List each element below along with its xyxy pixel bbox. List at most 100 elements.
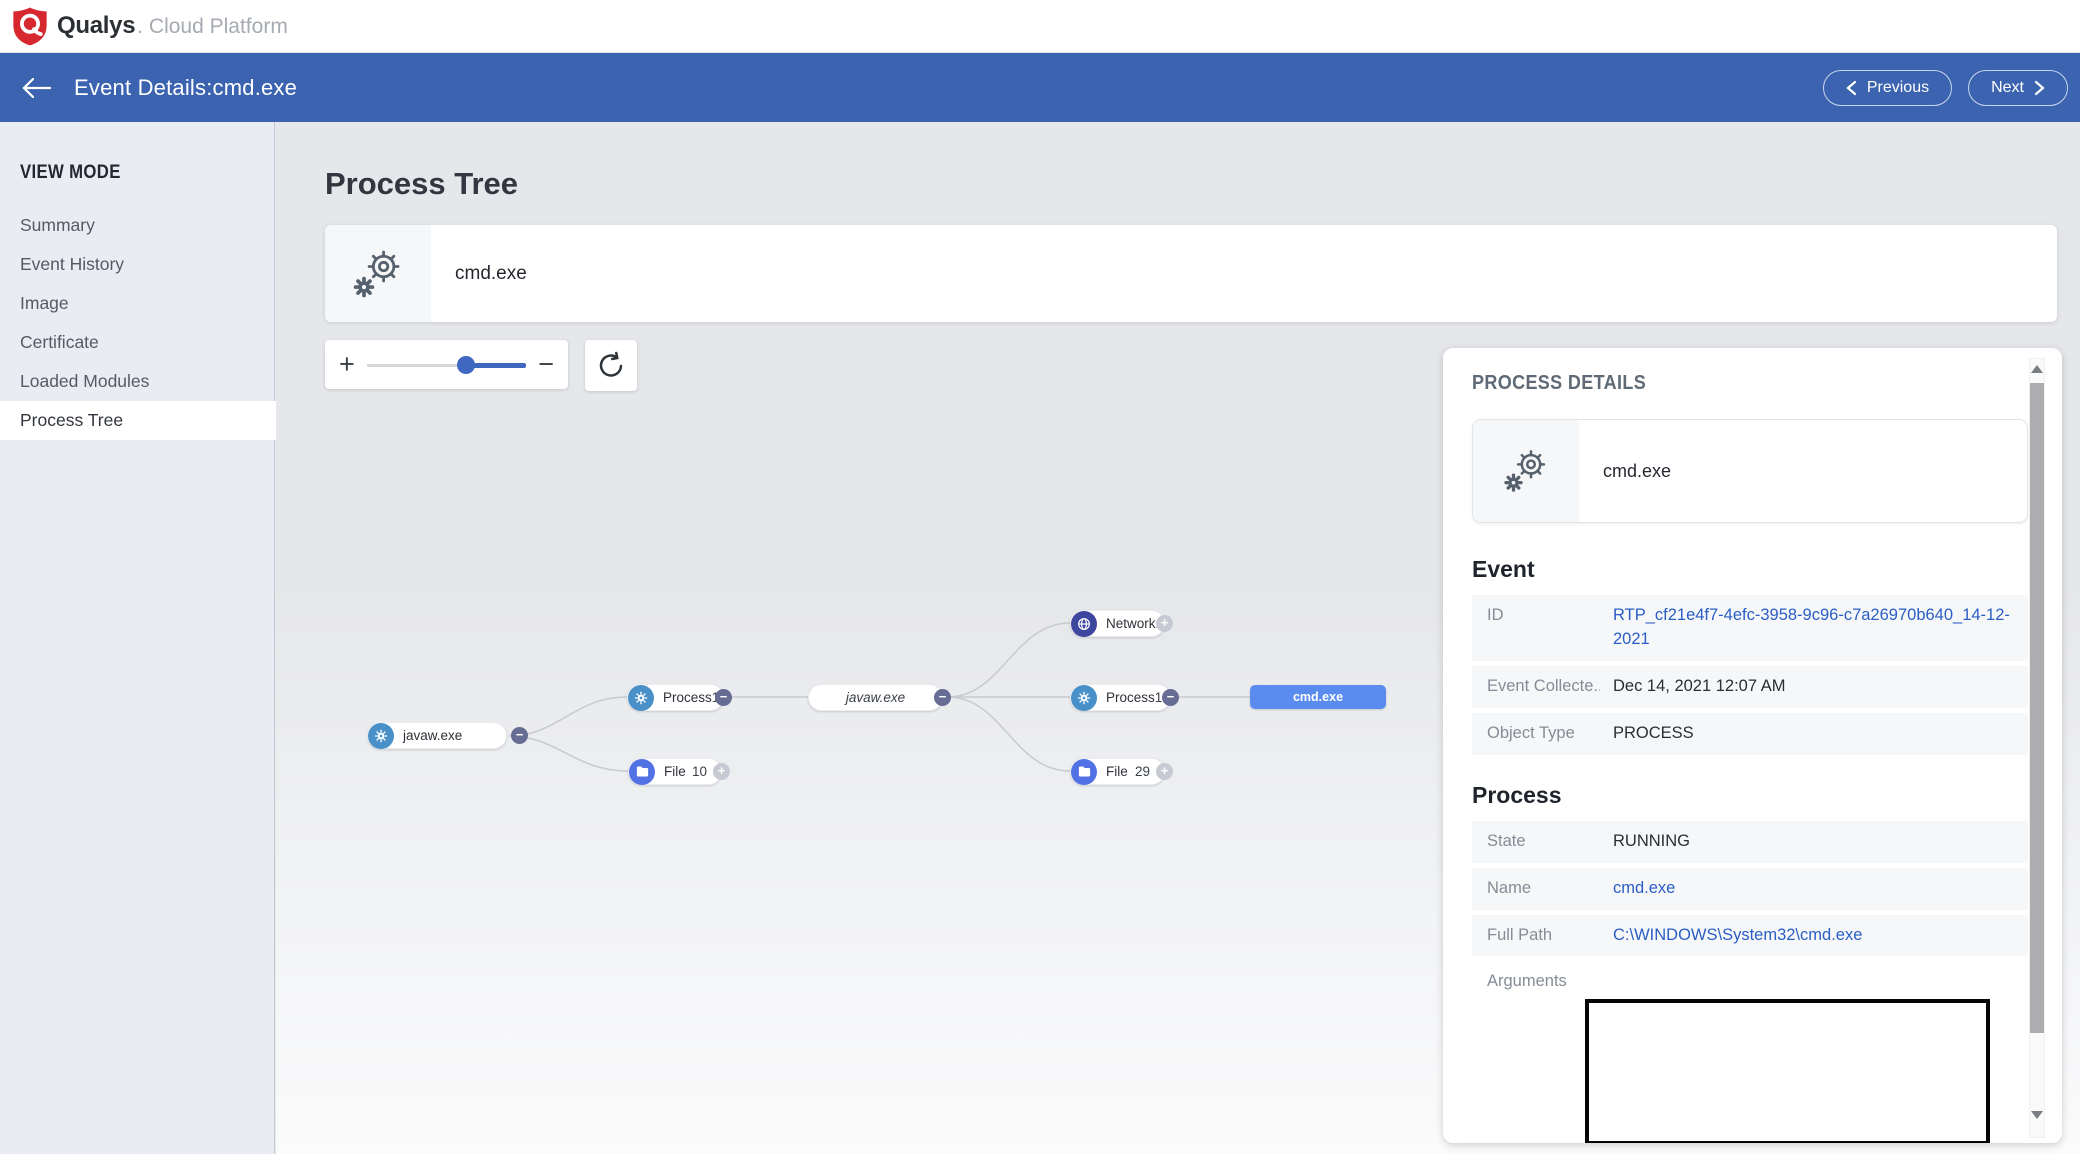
tree-node-file-group-right[interactable]: File 29 + (1070, 758, 1173, 785)
tree-node-file-group-left[interactable]: File 10 + (628, 758, 730, 785)
chevron-right-icon (2034, 80, 2045, 95)
root-process-card: cmd.exe (325, 225, 2057, 322)
header-actions: Previous Next (1822, 69, 2080, 106)
row-full-path: Full Path C:\WINDOWS\System32\cmd.exe (1472, 914, 2028, 957)
view-mode-sidebar: VIEW MODE Summary Event History Image Ce… (0, 122, 276, 1154)
app-topbar: Qualys. Cloud Platform (0, 0, 2080, 53)
panel-process-name: cmd.exe (1603, 460, 1672, 481)
section-title: Process Tree (325, 166, 519, 201)
process-rows: State RUNNING Name cmd.exe Full Path C:\… (1472, 820, 2028, 1143)
zoom-in-button[interactable]: + (339, 349, 355, 379)
network-icon (1071, 610, 1097, 637)
refresh-icon (599, 351, 623, 377)
tree-node-network-group[interactable]: Network 1 + (1070, 610, 1173, 637)
scroll-down-arrow-icon[interactable] (2031, 1111, 2043, 1121)
collapse-badge[interactable]: − (1162, 689, 1179, 706)
node-count: 1 (1154, 690, 1163, 705)
file-icon (629, 758, 655, 785)
brand-tagline: . Cloud Platform (137, 15, 288, 38)
row-arguments: Arguments (1472, 961, 2028, 994)
object-type-value: PROCESS (1613, 723, 1694, 742)
sidebar-item-summary[interactable]: Summary (20, 215, 95, 235)
row-state: State RUNNING (1472, 820, 2028, 863)
event-rows: ID RTP_cf21e4f7-4efc-3958-9c96-c7a26970b… (1472, 595, 2028, 755)
sidebar-item-event-history[interactable]: Event History (20, 254, 125, 274)
tree-node-process-group-right[interactable]: Process 1 − (1070, 684, 1179, 711)
panel-scrollbar[interactable] (2029, 358, 2045, 1138)
tree-node-javaw-root[interactable]: javaw.exe − (367, 722, 528, 749)
panel-process-card: cmd.exe (1472, 419, 2028, 523)
node-label: Network (1106, 616, 1156, 631)
qualys-logo: Qualys. Cloud Platform (12, 6, 288, 46)
root-process-name: cmd.exe (455, 262, 527, 284)
row-label: Object Type (1487, 723, 1575, 742)
sidebar-item-certificate[interactable]: Certificate (20, 332, 99, 352)
expand-badge[interactable]: + (1156, 615, 1173, 632)
process-name-link[interactable]: cmd.exe (1613, 878, 1676, 897)
node-label: Process (1106, 690, 1155, 705)
sidebar-item-loaded-modules[interactable]: Loaded Modules (20, 371, 150, 391)
row-label: ID (1487, 606, 1504, 624)
tree-node-cmd-selected[interactable]: cmd.exe (1250, 685, 1386, 709)
row-label: Full Path (1487, 925, 1553, 944)
node-label: javaw.exe (845, 690, 906, 705)
gears-iconbox (1473, 420, 1579, 522)
slider-fill (465, 362, 527, 368)
process-icon (628, 684, 654, 711)
sidebar-item-process-tree[interactable]: Process Tree (0, 401, 276, 440)
slider-thumb[interactable] (456, 355, 475, 374)
node-count: 10 (691, 764, 707, 779)
arguments-box[interactable] (1585, 999, 1990, 1143)
scrollbar-thumb[interactable] (2030, 383, 2044, 1033)
file-icon (1071, 758, 1097, 785)
row-event-collected: Event Collecte... Dec 14, 2021 12:07 AM (1472, 665, 2028, 708)
zoom-out-button[interactable]: − (538, 349, 554, 379)
sidebar-item-image[interactable]: Image (20, 293, 69, 313)
back-button[interactable] (14, 65, 60, 111)
state-value: RUNNING (1613, 831, 1690, 850)
zoom-slider[interactable] (366, 355, 527, 375)
previous-label: Previous (1866, 78, 1930, 96)
collapse-badge[interactable]: − (715, 689, 732, 706)
back-arrow-icon (22, 77, 52, 98)
event-collected-value: Dec 14, 2021 12:07 AM (1613, 676, 1786, 695)
sidebar-title: VIEW MODE (20, 162, 121, 183)
expand-badge[interactable]: + (713, 763, 730, 780)
qualys-shield-icon (13, 7, 47, 46)
slider-track (366, 363, 527, 367)
row-id: ID RTP_cf21e4f7-4efc-3958-9c96-c7a26970b… (1472, 595, 2028, 661)
zoom-toolbar: + − (325, 340, 568, 389)
row-label: Arguments (1487, 972, 1567, 991)
panel-title: PROCESS DETAILS (1472, 372, 1647, 394)
next-button[interactable]: Next (1968, 69, 2068, 106)
gears-icon (1504, 450, 1546, 492)
row-label: State (1487, 831, 1526, 850)
event-details-header: Event Details:cmd.exe Previous Next (0, 53, 2080, 122)
expand-badge[interactable]: + (1156, 763, 1173, 780)
row-name: Name cmd.exe (1472, 867, 2028, 910)
chevron-left-icon (1846, 80, 1856, 95)
collapse-badge[interactable]: − (934, 689, 951, 706)
gears-iconbox (325, 225, 431, 322)
page-title: Event Details:cmd.exe (74, 74, 298, 100)
tree-node-javaw-child[interactable]: javaw.exe − (808, 684, 951, 711)
node-label: File (664, 764, 686, 779)
row-label: Event Collecte... (1487, 676, 1600, 695)
process-icon (368, 722, 394, 749)
node-label: File (1106, 764, 1128, 779)
node-label: javaw.exe (403, 728, 463, 743)
event-id-link[interactable]: RTP_cf21e4f7-4efc-3958-9c96-c7a26970b640… (1613, 606, 2010, 648)
previous-button[interactable]: Previous (1822, 69, 1953, 106)
node-count: 29 (1134, 764, 1150, 779)
process-details-panel: PROCESS DETAILS cmd.exe (1443, 348, 2062, 1143)
scroll-up-arrow-icon[interactable] (2031, 365, 2043, 375)
collapse-badge[interactable]: − (511, 727, 528, 744)
full-path-link[interactable]: C:\WINDOWS\System32\cmd.exe (1613, 925, 1863, 944)
process-icon (1071, 684, 1097, 711)
refresh-button[interactable] (585, 340, 637, 391)
node-label: cmd.exe (1292, 690, 1344, 704)
row-label: Name (1487, 878, 1532, 897)
row-object-type: Object Type PROCESS (1472, 712, 2028, 755)
node-label: Process (663, 690, 712, 705)
tree-node-process-group-left[interactable]: Process 1 − (627, 684, 732, 711)
